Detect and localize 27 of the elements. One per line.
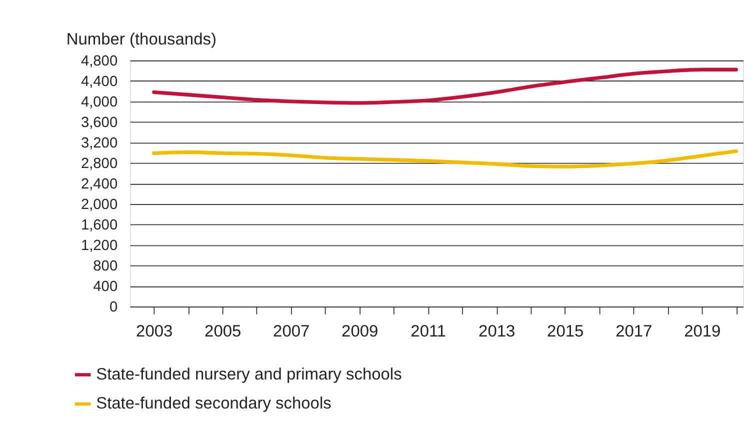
x-tick-label: 2013: [478, 322, 516, 340]
y-tick-label: 2,800: [80, 156, 118, 172]
line-series: [152, 149, 738, 168]
y-tick-label: 3,600: [80, 114, 118, 131]
y-tick-label: 2,400: [80, 176, 118, 193]
x-tick-label: 2005: [204, 322, 242, 340]
x-tick-label: 2009: [342, 322, 378, 340]
y-tick-label: 4,800: [80, 53, 118, 70]
x-tick-label: 2003: [136, 322, 173, 340]
y-tick-label: 4,400: [80, 74, 118, 90]
y-tick-label: 1,600: [80, 218, 118, 234]
legend-label: State-funded secondary schools: [96, 394, 332, 413]
line-series: [152, 68, 738, 105]
y-tick-label: 4,000: [80, 94, 118, 110]
y-tick-label: 3,200: [80, 135, 118, 152]
legend-label: State-funded nursery and primary schools: [96, 365, 402, 384]
y-tick-label: 1,200: [80, 238, 118, 254]
y-tick-label: 2,000: [80, 197, 118, 214]
y-tick-label: 400: [93, 279, 118, 296]
y-tick-label: 800: [93, 258, 118, 275]
x-tick-label: 2019: [684, 322, 721, 340]
x-tick-label: 2007: [273, 322, 310, 340]
y-axis-title: Number (thousands): [66, 30, 216, 48]
y-tick-label: 0: [109, 300, 118, 316]
x-tick-label: 2017: [616, 322, 652, 340]
x-tick-label: 2011: [410, 322, 446, 340]
x-tick-label: 2015: [547, 322, 584, 340]
